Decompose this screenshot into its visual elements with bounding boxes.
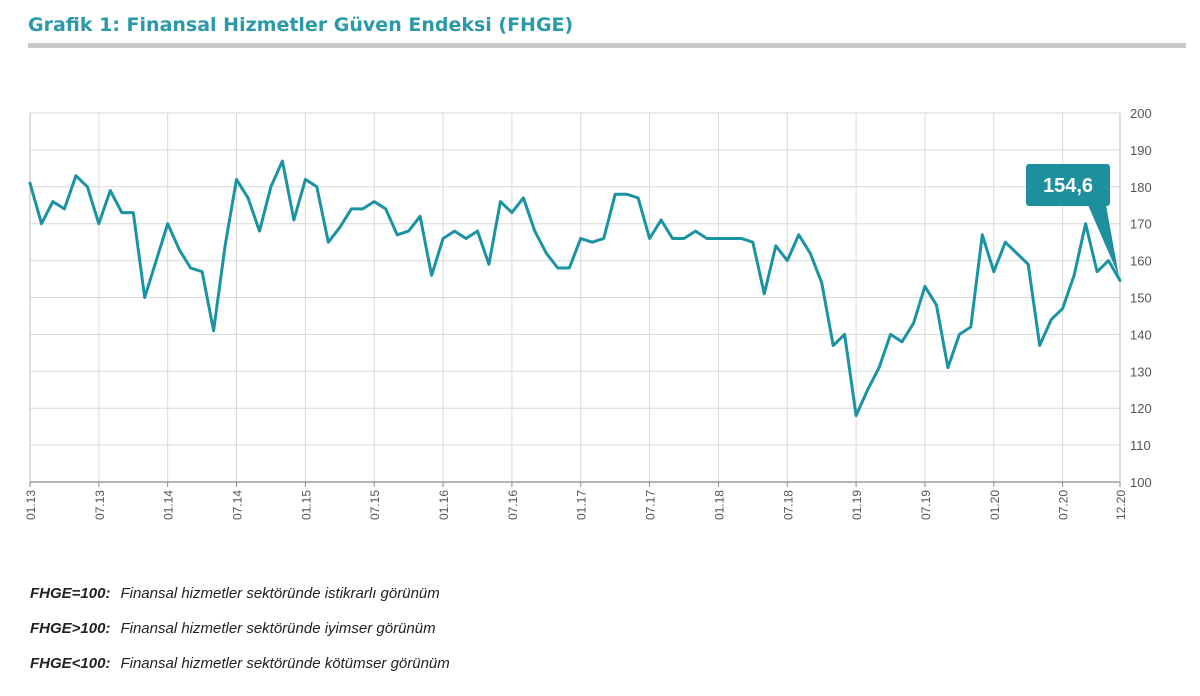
- x-tick-label: 01.14: [162, 490, 176, 520]
- x-tick-label: 07.16: [506, 490, 520, 520]
- x-tick-label: 01.13: [24, 490, 38, 520]
- note-desc: Finansal hizmetler sektöründe iyimser gö…: [120, 620, 436, 637]
- y-tick-label: 100: [1130, 475, 1152, 490]
- note-key: FHGE=100:: [30, 585, 111, 602]
- note-key: FHGE>100:: [30, 620, 111, 637]
- y-tick-label: 150: [1130, 291, 1152, 306]
- y-tick-label: 170: [1130, 217, 1152, 232]
- y-axis-ticks: 100 110 120 130 140 150 160 170 180 190 200: [1130, 106, 1152, 490]
- callout-label: 154,6: [1043, 175, 1093, 197]
- y-tick-label: 130: [1130, 364, 1152, 379]
- x-tick-label: 07.19: [919, 490, 933, 520]
- chart-title: Grafik 1: Finansal Hizmetler Güven Endek…: [28, 14, 574, 36]
- notes: FHGE=100: Finansal hizmetler sektöründe i…: [30, 585, 450, 690]
- x-tick-label: 01.19: [850, 490, 864, 520]
- x-tick-label: 12.20: [1114, 490, 1128, 520]
- note-key: FHGE<100:: [30, 655, 111, 672]
- x-tick-label: 01.16: [437, 490, 451, 520]
- x-tick-label: 07.14: [231, 490, 245, 520]
- value-callout: 154,6: [1026, 164, 1119, 277]
- x-tick-label: 07.17: [644, 490, 658, 520]
- note-desc: Finansal hizmetler sektöründe kötümser g…: [120, 655, 450, 672]
- x-tick-label: 07.18: [781, 490, 795, 520]
- y-tick-label: 140: [1130, 327, 1152, 342]
- note-desc: Finansal hizmetler sektöründe istikrarlı…: [120, 585, 440, 602]
- y-tick-label: 200: [1130, 106, 1152, 121]
- x-tick-label: 07.20: [1057, 490, 1071, 520]
- grid-lines: [29, 112, 1121, 483]
- x-tick-label: 01.17: [575, 490, 589, 520]
- y-tick-label: 180: [1130, 180, 1152, 195]
- title-divider: [28, 43, 1186, 48]
- y-tick-label: 120: [1130, 401, 1152, 416]
- note-optimistic: FHGE>100: Finansal hizmetler sektöründe i…: [30, 620, 450, 655]
- callout-pointer: [1088, 205, 1119, 277]
- y-tick-label: 110: [1130, 438, 1151, 453]
- x-tick-label: 01.18: [712, 490, 726, 520]
- axes: [29, 113, 1121, 483]
- note-stable: FHGE=100: Finansal hizmetler sektöründe i…: [30, 585, 450, 620]
- x-tick-label: 07.13: [93, 490, 107, 520]
- x-tick-label: 07.15: [368, 490, 382, 520]
- series: [28, 159, 1122, 418]
- y-tick-label: 160: [1130, 254, 1152, 269]
- x-tick-label: 01.20: [988, 490, 1002, 520]
- x-axis-ticks: 01.13 07.13 01.14 07.14 01.15 07.15 01.16 07.16…: [24, 482, 1128, 520]
- x-tick-label: 01.15: [299, 490, 313, 520]
- note-pessimistic: FHGE<100: Finansal hizmetler sektöründe k…: [30, 655, 450, 690]
- y-tick-label: 190: [1130, 143, 1152, 158]
- callout-box: [1026, 164, 1110, 206]
- series-line: [28, 159, 1122, 418]
